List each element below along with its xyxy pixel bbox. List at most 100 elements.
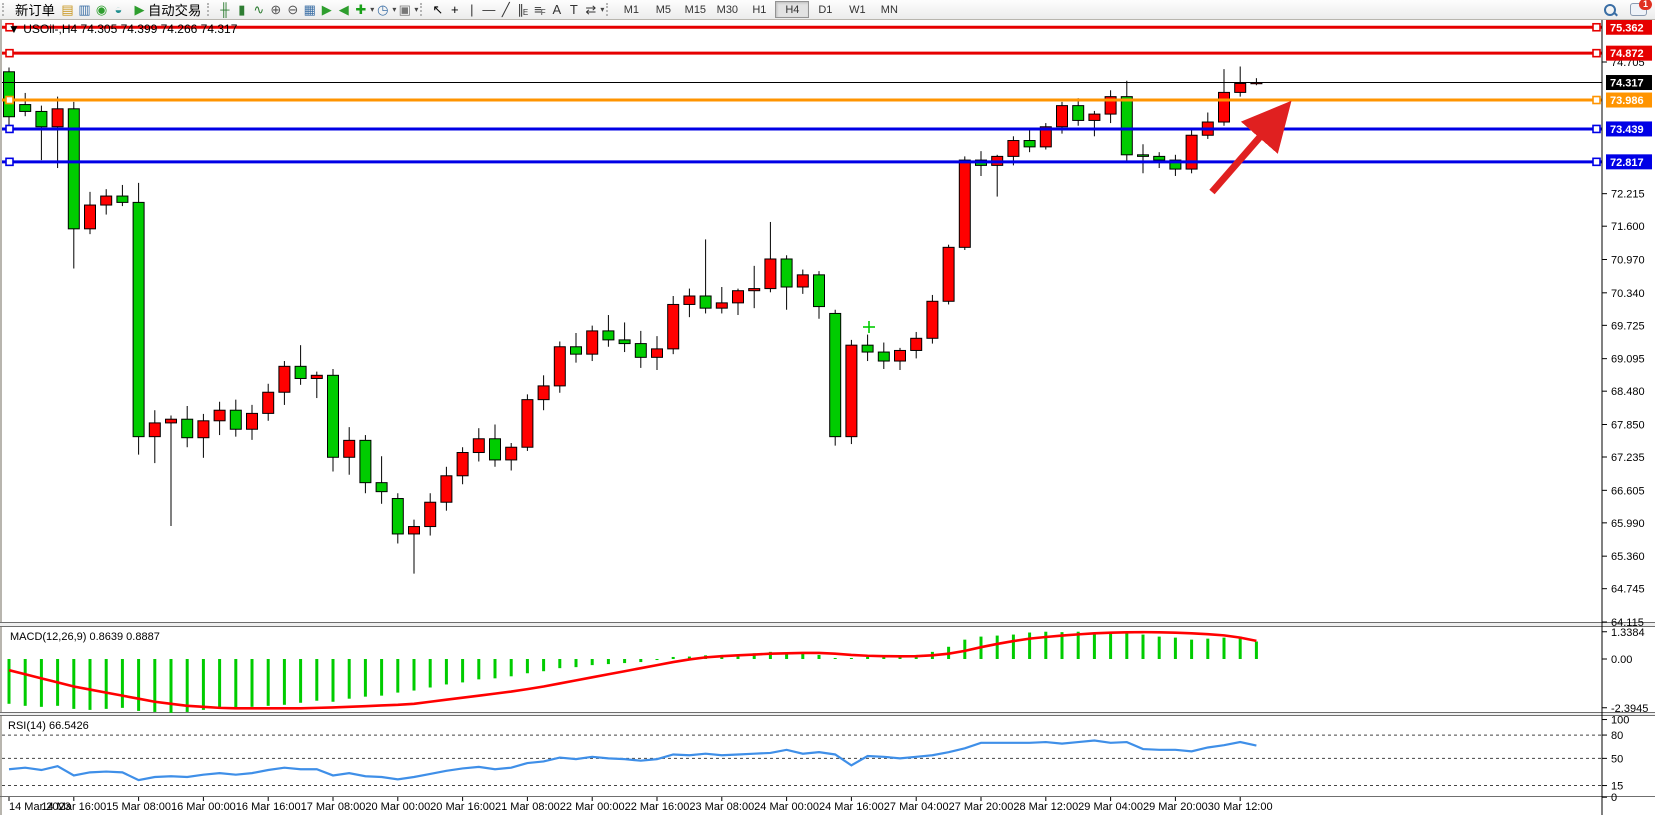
macd-tick-label: -2.3945 — [1611, 703, 1648, 715]
pane-splitter[interactable] — [0, 712, 1655, 716]
toolbar-grip[interactable] — [606, 3, 613, 16]
price-tick-label: 67.235 — [1611, 452, 1645, 464]
chart-profile-icon[interactable]: ▤ — [61, 2, 74, 17]
price-tick-label: 64.745 — [1611, 584, 1645, 596]
candle-body — [715, 302, 728, 309]
time-tick-label: 27 Mar 20:00 — [949, 801, 1014, 813]
equidistant-channel-icon[interactable]: ∥ E — [514, 1, 531, 18]
time-tick-label: 24 Mar 16:00 — [819, 801, 884, 813]
rsi-tick-label: 50 — [1611, 753, 1623, 765]
price-badge — [1606, 75, 1652, 91]
text-icon[interactable]: A — [552, 2, 562, 17]
zoom-out-icon[interactable]: ⊖ — [287, 2, 299, 17]
tf-button-W1[interactable]: W1 — [849, 3, 866, 16]
trend-arrow-annotation[interactable] — [1209, 100, 1292, 195]
tf-button-M15[interactable]: M15 — [684, 3, 707, 16]
rsi-pane[interactable] — [2, 716, 1602, 797]
auto-trading-button[interactable]: ▶ 自动交易 — [127, 1, 205, 18]
tf-button-M1[interactable]: M1 — [623, 3, 639, 16]
templates-icon-dropdown[interactable]: ▾ — [414, 5, 419, 14]
text-label-icon[interactable]: T — [569, 2, 578, 17]
time-tick-label: 28 Mar 12:00 — [1013, 801, 1078, 813]
line-handle[interactable] — [1592, 157, 1601, 167]
terminal-icon[interactable]: ◒ — [114, 2, 123, 17]
bar-chart-icon[interactable]: ╫ — [220, 2, 230, 17]
candle-body — [602, 330, 615, 341]
line-handle[interactable] — [1592, 48, 1601, 58]
time-tick-label: 29 Mar 04:00 — [1078, 801, 1143, 813]
price-tick-label: 72.215 — [1611, 189, 1645, 201]
chart-canvas[interactable]: 74.70572.21571.60070.97070.34069.72569.0… — [0, 19, 1655, 824]
market-watch-icon[interactable]: ▥ — [78, 2, 91, 17]
search-icon[interactable] — [1604, 3, 1618, 16]
candlestick-chart-icon[interactable]: ▮ — [238, 2, 246, 17]
candle-body — [278, 365, 291, 393]
candle-body — [148, 422, 161, 438]
candle-body — [100, 195, 113, 206]
periods-icon-dropdown[interactable]: ▾ — [392, 5, 397, 14]
line-handle[interactable] — [5, 48, 14, 58]
tile-windows-icon[interactable]: ▦ — [303, 2, 316, 17]
time-tick-label: 20 Mar 16:00 — [430, 801, 495, 813]
periods-icon[interactable]: ◷ — [377, 2, 389, 17]
candle-body — [408, 526, 420, 535]
tf-button-M5[interactable]: M5 — [655, 3, 671, 16]
candle-body — [1234, 82, 1247, 93]
pane-splitter[interactable] — [0, 622, 1655, 627]
toolbar-grip[interactable] — [2, 3, 9, 16]
zoom-in-icon[interactable]: ⊕ — [270, 2, 282, 17]
candle-body — [1007, 140, 1020, 157]
trendline-icon[interactable]: ╱ — [501, 2, 510, 17]
line-handle[interactable] — [1592, 95, 1601, 105]
tf-button-M30[interactable]: M30 — [716, 3, 739, 16]
macd-pane[interactable] — [2, 627, 1602, 712]
new-order-button[interactable]: 新订单 — [11, 1, 59, 18]
arrows-tool-icon[interactable]: ⇄ — [585, 2, 597, 17]
cursor-icon[interactable]: ↖ — [432, 2, 444, 17]
line-handle[interactable] — [5, 157, 14, 167]
candle-body — [537, 385, 550, 401]
toolbar-grip[interactable] — [207, 3, 214, 16]
time-tick-label: 14 Mar 2023 — [9, 801, 71, 813]
candle-body — [845, 344, 858, 438]
toolbar-grip[interactable] — [420, 3, 427, 16]
templates-icon[interactable]: ▣ — [398, 2, 411, 17]
candle-body — [1153, 155, 1166, 161]
price-badge-label: 72.817 — [1610, 157, 1644, 169]
horizontal-line-icon[interactable]: — — [482, 2, 496, 17]
tf-button-D1[interactable]: D1 — [818, 3, 833, 16]
candle-body — [472, 438, 485, 454]
crosshair-icon[interactable]: + — [451, 2, 459, 17]
candle-body — [327, 374, 339, 458]
indicators-icon-dropdown[interactable]: ▾ — [370, 5, 375, 14]
macd-signal-line — [8, 630, 1257, 710]
line-handle[interactable] — [1592, 124, 1601, 134]
candle-body — [796, 274, 809, 288]
price-axis-area[interactable] — [1602, 20, 1655, 815]
candle-body — [894, 349, 906, 362]
main-chart-pane[interactable] — [2, 20, 1602, 622]
price-badge-label: 74.872 — [1610, 48, 1644, 60]
tf-button-MN[interactable]: MN — [880, 3, 898, 16]
line-handle[interactable] — [5, 95, 14, 105]
indicators-icon[interactable]: ✚ — [355, 2, 367, 17]
tf-button-H1[interactable]: H1 — [752, 3, 767, 16]
price-badge-label: 74.317 — [1610, 78, 1644, 90]
time-tick-label: 17 Mar 08:00 — [301, 801, 366, 813]
tf-button-H4[interactable]: H4 — [775, 1, 810, 18]
line-handle[interactable] — [5, 22, 14, 32]
equidistant-channel-icon-sub: E — [522, 7, 529, 17]
auto-scroll-icon[interactable]: ▶ — [321, 2, 332, 17]
arrows-tool-icon-dropdown[interactable]: ▾ — [600, 5, 605, 14]
navigator-icon[interactable]: ◉ — [95, 2, 108, 17]
line-chart-icon[interactable]: ∿ — [253, 2, 265, 17]
line-handle[interactable] — [1592, 22, 1601, 32]
chat-icon[interactable]: 1 — [1630, 0, 1652, 16]
candle-body — [683, 295, 696, 305]
fibonacci-icon[interactable]: ≡ F — [531, 1, 548, 18]
line-handle[interactable] — [5, 124, 14, 134]
price-badge — [1606, 154, 1652, 170]
chart-shift-icon[interactable]: ◀ — [338, 2, 349, 17]
vertical-line-icon[interactable]: | — [470, 2, 474, 17]
candle-body — [1072, 105, 1085, 121]
